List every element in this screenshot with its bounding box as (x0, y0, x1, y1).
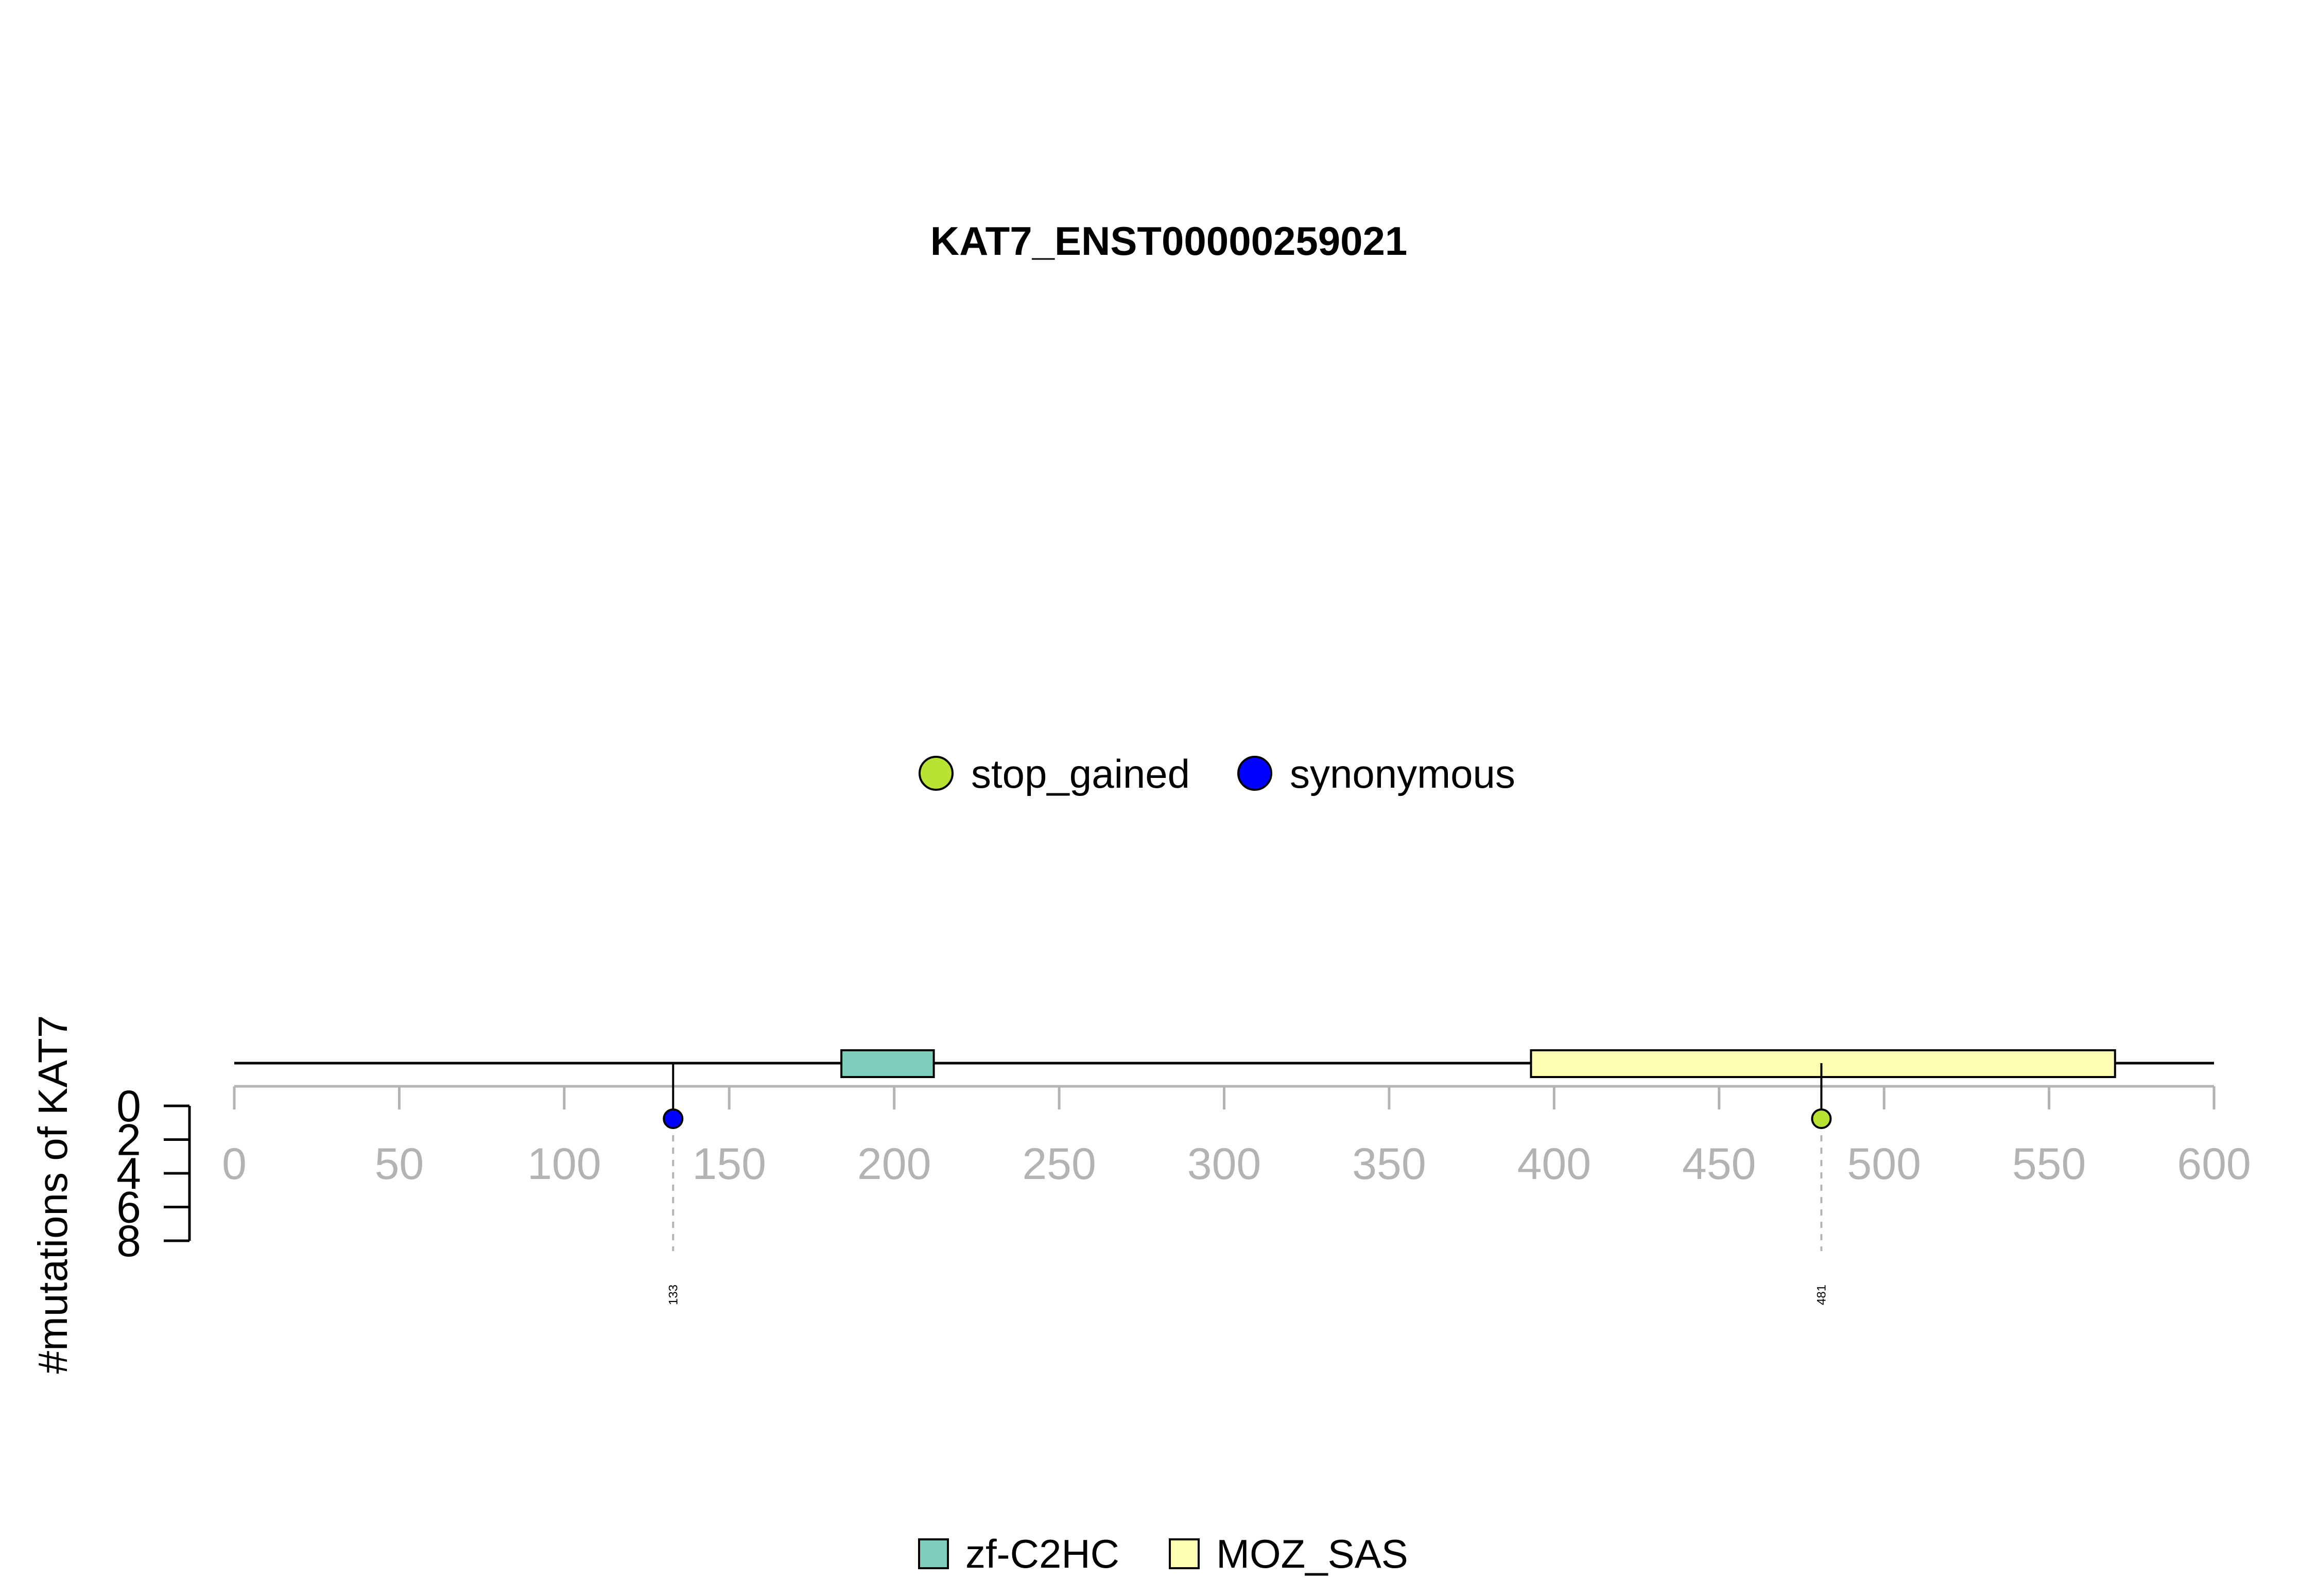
mutation-point-481 (1811, 1108, 1832, 1129)
legend-label-stop_gained: stop_gained (971, 751, 1190, 796)
y-axis-label: #mutations of KAT7 (30, 1015, 76, 1374)
domain-legend-label-zf-C2HC: zf-C2HC (965, 1531, 1119, 1576)
x-tick-label-50: 50 (375, 1139, 424, 1189)
domain-zf-C2HC (840, 1049, 935, 1078)
x-tick-label-400: 400 (1517, 1139, 1592, 1189)
x-tick-label-550: 550 (2012, 1139, 2086, 1189)
y-tick-label-0: 0 (116, 1082, 141, 1131)
mutation-position-label-481: 481 (1814, 1285, 1828, 1305)
mutation-group: 133 481 (663, 1063, 1832, 1305)
legend-swatch-stop_gained (919, 756, 954, 791)
x-tick-label-600: 600 (2177, 1139, 2251, 1189)
mutation-point-133 (663, 1108, 684, 1129)
x-tick-label-100: 100 (527, 1139, 601, 1189)
y-tick-label-2: 2 (116, 1116, 141, 1165)
mutation-legend: stop_gained synonymous (919, 751, 1515, 796)
domain-legend: zf-C2HC MOZ_SAS (918, 1531, 1408, 1576)
y-tick-label-4: 4 (116, 1149, 141, 1199)
x-tick-label-450: 450 (1682, 1139, 1756, 1189)
legend-swatch-synonymous (1237, 756, 1272, 791)
x-axis: 0 50 100 150 200 250 300 350 400 450 500 550 600 (222, 1085, 2251, 1189)
domain-legend-label-MOZ_SAS: MOZ_SAS (1216, 1531, 1408, 1576)
x-tick-label-500: 500 (1847, 1139, 1921, 1189)
x-tick-label-150: 150 (693, 1139, 767, 1189)
legend-label-synonymous: synonymous (1290, 751, 1515, 796)
domain-legend-swatch-MOZ_SAS (1169, 1538, 1200, 1569)
mutation-position-label-133: 133 (666, 1285, 680, 1305)
domain-legend-swatch-zf-C2HC (918, 1538, 949, 1569)
domain-group (840, 1049, 2116, 1078)
chart-title: KAT7_ENST00000259021 (930, 218, 1407, 264)
x-tick-label-200: 200 (857, 1139, 931, 1189)
x-tick-label-300: 300 (1187, 1139, 1261, 1189)
y-tick-label-6: 6 (116, 1183, 141, 1233)
y-tick-label-8: 8 (116, 1217, 141, 1266)
x-tick-label-350: 350 (1352, 1139, 1426, 1189)
domain-MOZ_SAS (1530, 1049, 2116, 1078)
x-tick-label-250: 250 (1022, 1139, 1096, 1189)
x-tick-label-0: 0 (222, 1139, 247, 1189)
